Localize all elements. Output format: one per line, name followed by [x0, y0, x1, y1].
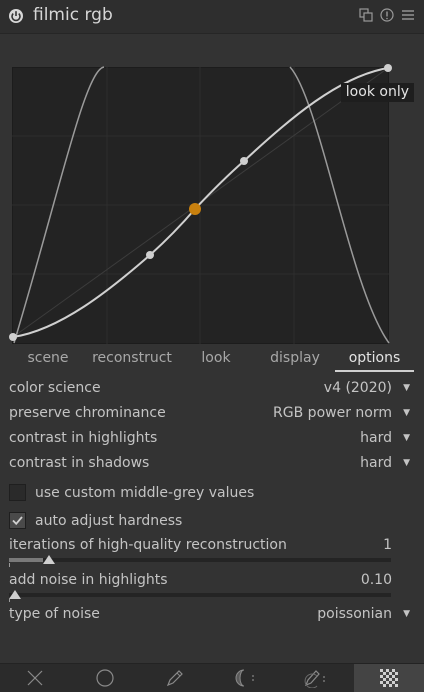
iterations-slider-knob[interactable] [43, 555, 56, 564]
noise-label: add noise in highlights [9, 572, 168, 588]
color-science-value: v4 (2020) [323, 380, 392, 396]
curve-node-middle-grey[interactable] [189, 203, 201, 215]
preserve-chrominance-value: RGB power norm [273, 405, 392, 421]
raster-mask-button[interactable] [354, 664, 424, 692]
noise-type-combobox[interactable]: type of noise poissonian ▼ [0, 603, 424, 625]
tab-options[interactable]: options [335, 346, 414, 372]
drawn-mask-button[interactable] [140, 664, 210, 692]
contrast-shadows-value: hard [360, 455, 392, 471]
contrast-highlights-label: contrast in highlights [9, 430, 158, 446]
slider-tick [9, 563, 10, 567]
color-science-label: color science [9, 380, 101, 396]
drawn-parametric-icon [304, 670, 325, 688]
noise-type-value: poissonian [317, 606, 392, 622]
tab-display[interactable]: display [270, 350, 320, 366]
preserve-chrominance-label: preserve chrominance [9, 405, 166, 421]
module-header: filmic rgb [0, 0, 424, 34]
curve-node-white[interactable] [384, 64, 392, 72]
parametric-mask-button[interactable] [210, 664, 280, 692]
noise-slider-knob[interactable] [9, 590, 21, 599]
contrast-highlights-combobox[interactable]: contrast in highlights hard ▼ [0, 427, 424, 449]
curve-node-black[interactable] [9, 333, 17, 341]
contrast-shadows-label: contrast in shadows [9, 455, 150, 471]
parametric-icon [235, 669, 254, 687]
mask-mode-bar [0, 663, 424, 692]
color-science-combobox[interactable]: color science v4 (2020) ▼ [0, 377, 424, 399]
noise-type-label: type of noise [9, 606, 100, 622]
noise-slider-row: add noise in highlights 0.10 [0, 569, 424, 591]
notebook-tabs: scene reconstruct look display options [0, 346, 424, 372]
curve-node-toe[interactable] [146, 251, 154, 259]
iterations-slider[interactable] [9, 558, 391, 562]
tab-scene[interactable]: scene [27, 350, 69, 366]
auto-hardness-checkbox[interactable] [9, 512, 26, 529]
custom-middle-grey-toggle[interactable]: use custom middle-grey values [0, 482, 424, 504]
iterations-slider-row: iterations of high-quality reconstructio… [0, 534, 424, 556]
uniform-mask-button[interactable] [70, 664, 140, 692]
contrast-highlights-value: hard [360, 430, 392, 446]
slider-tick [9, 598, 10, 602]
dropdown-arrow-icon: ▼ [403, 383, 410, 393]
tone-curve [9, 64, 392, 344]
preserve-chrominance-combobox[interactable]: preserve chrominance RGB power norm ▼ [0, 402, 424, 424]
view-label: look only [340, 83, 414, 102]
curve-node-shoulder[interactable] [240, 157, 248, 165]
auto-hardness-toggle[interactable]: auto adjust hardness [0, 510, 424, 532]
custom-middle-grey-checkbox[interactable] [9, 484, 26, 501]
multi-instance-icon[interactable] [359, 8, 373, 22]
drawn-parametric-mask-button[interactable] [280, 664, 350, 692]
pencil-icon [166, 670, 183, 687]
auto-hardness-label: auto adjust hardness [35, 513, 183, 529]
module-title: filmic rgb [33, 5, 113, 25]
dropdown-arrow-icon: ▼ [403, 609, 410, 619]
tab-look[interactable]: look [201, 350, 231, 366]
noise-slider[interactable] [9, 593, 391, 597]
filmic-curve-graph[interactable]: look only [0, 40, 424, 345]
iterations-slider-fill [9, 558, 44, 562]
custom-middle-grey-label: use custom middle-grey values [35, 485, 255, 501]
iterations-label: iterations of high-quality reconstructio… [9, 537, 287, 553]
circle-icon [96, 669, 114, 687]
dropdown-arrow-icon: ▼ [403, 408, 410, 418]
contrast-shadows-combobox[interactable]: contrast in shadows hard ▼ [0, 452, 424, 474]
mask-off-button[interactable] [0, 664, 70, 692]
tab-reconstruct[interactable]: reconstruct [92, 350, 172, 366]
reset-icon[interactable] [380, 8, 394, 22]
check-icon [12, 516, 23, 526]
presets-menu-icon[interactable] [401, 8, 415, 22]
dropdown-arrow-icon: ▼ [403, 458, 410, 468]
power-icon[interactable] [8, 8, 24, 24]
noise-value: 0.10 [360, 572, 392, 588]
dropdown-arrow-icon: ▼ [403, 433, 410, 443]
raster-checker-icon [380, 669, 398, 687]
close-icon [27, 670, 43, 686]
iterations-value: 1 [383, 537, 392, 553]
